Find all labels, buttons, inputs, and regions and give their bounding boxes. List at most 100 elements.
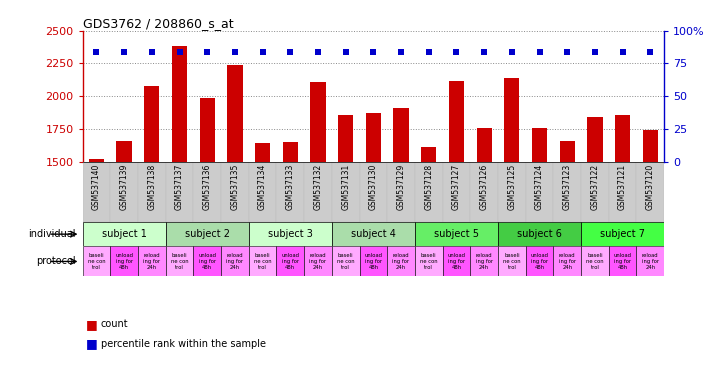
Bar <box>332 162 360 222</box>
Bar <box>138 162 166 222</box>
Bar <box>415 247 442 276</box>
Text: ■: ■ <box>86 318 98 331</box>
Bar <box>166 222 248 247</box>
Bar <box>360 162 387 222</box>
Bar <box>581 222 664 247</box>
Bar <box>111 162 138 222</box>
Bar <box>255 144 270 162</box>
Bar <box>387 162 415 222</box>
Text: GSM537122: GSM537122 <box>590 164 600 210</box>
Text: reload
ing for
24h: reload ing for 24h <box>226 253 243 270</box>
Bar <box>587 117 602 162</box>
Bar <box>89 159 104 162</box>
Bar <box>83 247 111 276</box>
Text: reload
ing for
24h: reload ing for 24h <box>144 253 160 270</box>
Bar <box>532 128 547 162</box>
Text: GSM537125: GSM537125 <box>508 164 516 210</box>
Bar <box>166 247 193 276</box>
Bar <box>498 162 526 222</box>
Bar <box>609 247 636 276</box>
Text: subject 6: subject 6 <box>517 229 562 239</box>
Text: subject 7: subject 7 <box>600 229 645 239</box>
Text: GSM537128: GSM537128 <box>424 164 433 210</box>
Text: subject 2: subject 2 <box>185 229 230 239</box>
Text: GDS3762 / 208860_s_at: GDS3762 / 208860_s_at <box>83 17 233 30</box>
Text: baseli
ne con
trol: baseli ne con trol <box>337 253 355 270</box>
Bar <box>248 247 276 276</box>
Bar <box>498 247 526 276</box>
Bar <box>221 247 248 276</box>
Bar <box>332 247 360 276</box>
Text: unload
ing for
48h: unload ing for 48h <box>447 253 465 270</box>
Bar <box>304 247 332 276</box>
Bar <box>276 162 304 222</box>
Text: GSM537135: GSM537135 <box>230 164 239 210</box>
Text: GSM537127: GSM537127 <box>452 164 461 210</box>
Text: reload
ing for
24h: reload ing for 24h <box>393 253 409 270</box>
Bar <box>470 162 498 222</box>
Text: baseli
ne con
trol: baseli ne con trol <box>88 253 106 270</box>
Bar <box>200 98 215 162</box>
Bar <box>193 247 221 276</box>
Text: count: count <box>101 319 128 329</box>
Bar <box>276 247 304 276</box>
Bar <box>442 247 470 276</box>
Bar <box>116 141 131 162</box>
Text: GSM537133: GSM537133 <box>286 164 295 210</box>
Text: unload
ing for
48h: unload ing for 48h <box>614 253 632 270</box>
Text: unload
ing for
48h: unload ing for 48h <box>364 253 383 270</box>
Bar <box>609 162 636 222</box>
Bar <box>615 114 630 162</box>
Bar <box>228 65 243 162</box>
Text: protocol: protocol <box>36 257 75 266</box>
Bar <box>393 108 409 162</box>
Bar <box>83 222 166 247</box>
Text: GSM537140: GSM537140 <box>92 164 101 210</box>
Bar <box>526 247 554 276</box>
Text: subject 1: subject 1 <box>102 229 146 239</box>
Bar <box>470 247 498 276</box>
Text: reload
ing for
24h: reload ing for 24h <box>309 253 327 270</box>
Bar <box>581 162 609 222</box>
Text: GSM537136: GSM537136 <box>202 164 212 210</box>
Text: GSM537134: GSM537134 <box>258 164 267 210</box>
Bar <box>636 162 664 222</box>
Text: baseli
ne con
trol: baseli ne con trol <box>503 253 521 270</box>
Text: unload
ing for
48h: unload ing for 48h <box>531 253 549 270</box>
Text: unload
ing for
48h: unload ing for 48h <box>198 253 216 270</box>
Text: ■: ■ <box>86 337 98 350</box>
Bar <box>283 142 298 162</box>
Text: reload
ing for
24h: reload ing for 24h <box>642 253 659 270</box>
Bar <box>360 247 387 276</box>
Bar <box>415 222 498 247</box>
Text: percentile rank within the sample: percentile rank within the sample <box>101 339 266 349</box>
Bar <box>554 162 581 222</box>
Bar <box>449 81 464 162</box>
Text: subject 5: subject 5 <box>434 229 479 239</box>
Text: GSM537137: GSM537137 <box>175 164 184 210</box>
Bar <box>559 141 575 162</box>
Text: GSM537131: GSM537131 <box>341 164 350 210</box>
Text: GSM537130: GSM537130 <box>369 164 378 210</box>
Text: GSM537132: GSM537132 <box>314 164 322 210</box>
Bar <box>144 86 159 162</box>
Bar <box>504 78 519 162</box>
Bar <box>248 222 332 247</box>
Bar <box>111 247 138 276</box>
Text: unload
ing for
48h: unload ing for 48h <box>115 253 133 270</box>
Bar <box>365 113 381 162</box>
Text: GSM537139: GSM537139 <box>120 164 129 210</box>
Text: individual: individual <box>28 229 75 239</box>
Bar <box>304 162 332 222</box>
Bar <box>554 247 581 276</box>
Bar <box>248 162 276 222</box>
Text: GSM537121: GSM537121 <box>618 164 627 210</box>
Text: baseli
ne con
trol: baseli ne con trol <box>586 253 604 270</box>
Bar <box>172 46 187 162</box>
Bar <box>415 162 442 222</box>
Text: GSM537120: GSM537120 <box>645 164 655 210</box>
Bar <box>477 128 492 162</box>
Bar <box>83 162 111 222</box>
Text: subject 4: subject 4 <box>351 229 396 239</box>
Bar <box>526 162 554 222</box>
